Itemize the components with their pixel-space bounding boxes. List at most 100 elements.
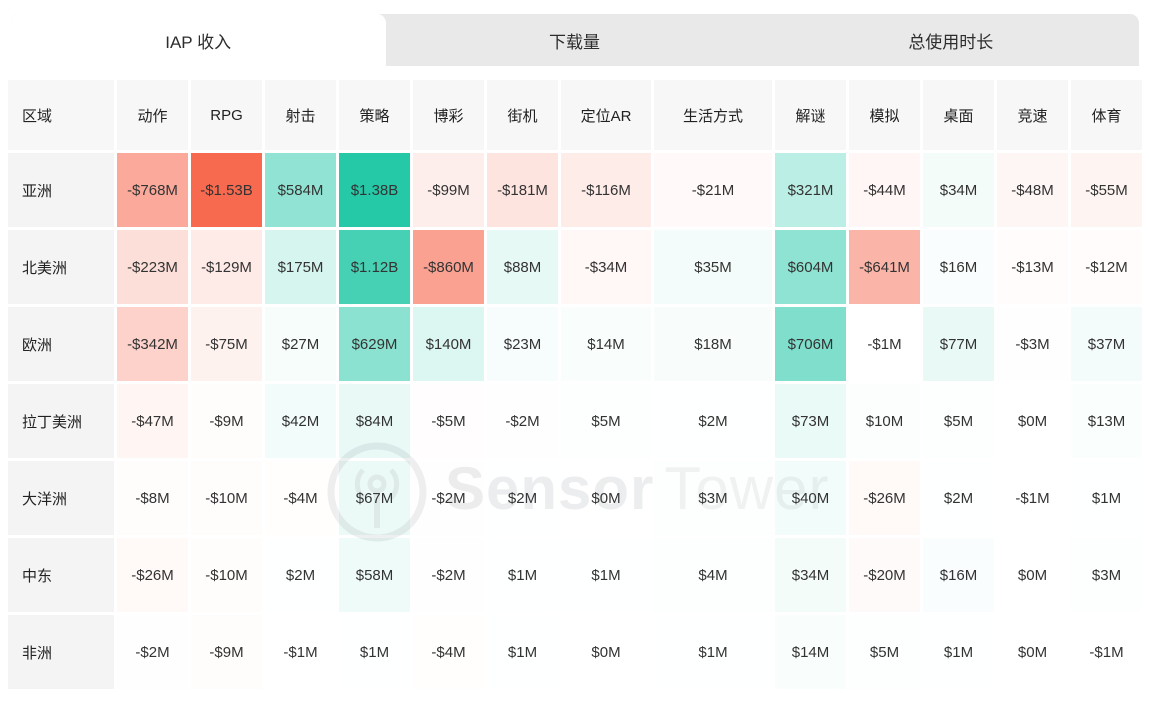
heatmap-cell: $42M (265, 384, 336, 458)
heatmap-cell: -$9M (191, 615, 262, 689)
heatmap-cell: -$26M (117, 538, 188, 612)
heatmap-cell: -$1M (1071, 615, 1142, 689)
heatmap-container: 区域 动作 RPG 射击 策略 博彩 街机 定位AR 生活方式 解谜 模拟 桌面 竞速 体育 亚洲 -$76… (5, 77, 1144, 692)
table-row: 中东 -$26M -$10M $2M $58M -$2M $1M $1M $4M $34M -$20… (8, 538, 1142, 612)
heatmap-cell: -$1M (265, 615, 336, 689)
heatmap-cell: -$47M (117, 384, 188, 458)
heatmap-cell: $88M (487, 230, 558, 304)
row-header-region: 中东 (8, 538, 114, 612)
heatmap-table: 区域 动作 RPG 射击 策略 博彩 街机 定位AR 生活方式 解谜 模拟 桌面 竞速 体育 亚洲 -$76… (5, 77, 1145, 692)
heatmap-cell: $77M (923, 307, 994, 381)
tab-bar: IAP 收入 下载量 总使用时长 (10, 14, 1139, 66)
heatmap-cell: $2M (265, 538, 336, 612)
column-header-region: 区域 (8, 80, 114, 150)
heatmap-cell: $175M (265, 230, 336, 304)
heatmap-cell: $1M (487, 615, 558, 689)
row-header-region: 亚洲 (8, 153, 114, 227)
heatmap-cell: -$4M (413, 615, 484, 689)
heatmap-cell: -$44M (849, 153, 920, 227)
column-header: 策略 (339, 80, 410, 150)
heatmap-cell: $1M (1071, 461, 1142, 535)
heatmap-cell: $16M (923, 538, 994, 612)
heatmap-cell: $27M (265, 307, 336, 381)
table-row: 大洋洲 -$8M -$10M -$4M $67M -$2M $2M $0M $3M $40M -$2… (8, 461, 1142, 535)
tab-downloads[interactable]: 下载量 (548, 32, 600, 52)
heatmap-cell: -$1M (849, 307, 920, 381)
heatmap-cell: -$342M (117, 307, 188, 381)
table-row: 欧洲 -$342M -$75M $27M $629M $140M $23M $14M $18M $… (8, 307, 1142, 381)
heatmap-header: 区域 动作 RPG 射击 策略 博彩 街机 定位AR 生活方式 解谜 模拟 桌面 竞速 体育 (8, 80, 1142, 150)
heatmap-cell: -$1M (997, 461, 1068, 535)
heatmap-cell: $5M (923, 384, 994, 458)
heatmap-cell: $35M (654, 230, 772, 304)
heatmap-cell: $34M (923, 153, 994, 227)
heatmap-cell: $1M (487, 538, 558, 612)
heatmap-cell: -$48M (997, 153, 1068, 227)
column-header: 体育 (1071, 80, 1142, 150)
heatmap-cell: -$4M (265, 461, 336, 535)
heatmap-cell: $18M (654, 307, 772, 381)
heatmap-cell: -$13M (997, 230, 1068, 304)
heatmap-cell: -$21M (654, 153, 772, 227)
heatmap-cell: $5M (849, 615, 920, 689)
row-header-region: 北美洲 (8, 230, 114, 304)
heatmap-cell: $5M (561, 384, 651, 458)
heatmap-cell: -$860M (413, 230, 484, 304)
heatmap-cell: $3M (1071, 538, 1142, 612)
column-header: 模拟 (849, 80, 920, 150)
heatmap-cell: $23M (487, 307, 558, 381)
heatmap-cell: $14M (561, 307, 651, 381)
heatmap-cell: $3M (654, 461, 772, 535)
heatmap-cell: $10M (849, 384, 920, 458)
heatmap-cell: -$1.53B (191, 153, 262, 227)
heatmap-cell: $4M (654, 538, 772, 612)
column-header: 射击 (265, 80, 336, 150)
heatmap-cell: -$20M (849, 538, 920, 612)
heatmap-cell: -$12M (1071, 230, 1142, 304)
heatmap-cell: -$99M (413, 153, 484, 227)
column-header: RPG (191, 80, 262, 150)
heatmap-cell: $604M (775, 230, 846, 304)
heatmap-cell: $584M (265, 153, 336, 227)
heatmap-cell: $629M (339, 307, 410, 381)
column-header: 街机 (487, 80, 558, 150)
heatmap-cell: $67M (339, 461, 410, 535)
heatmap-cell: -$5M (413, 384, 484, 458)
column-header: 定位AR (561, 80, 651, 150)
heatmap-cell: $0M (997, 384, 1068, 458)
heatmap-cell: -$2M (413, 538, 484, 612)
tab-iap-revenue[interactable]: IAP 收入 (10, 14, 387, 66)
heatmap-cell: $2M (923, 461, 994, 535)
heatmap-cell: $58M (339, 538, 410, 612)
heatmap-cell: $321M (775, 153, 846, 227)
column-header: 桌面 (923, 80, 994, 150)
table-row: 北美洲 -$223M -$129M $175M $1.12B -$860M $88M -$34… (8, 230, 1142, 304)
heatmap-cell: -$2M (413, 461, 484, 535)
table-row: 亚洲 -$768M -$1.53B $584M $1.38B -$99M -$181M -$1… (8, 153, 1142, 227)
heatmap-cell: -$10M (191, 538, 262, 612)
column-header: 动作 (117, 80, 188, 150)
column-header: 竞速 (997, 80, 1068, 150)
tab-total-usage[interactable]: 总使用时长 (908, 32, 994, 52)
row-header-region: 大洋洲 (8, 461, 114, 535)
heatmap-cell: -$8M (117, 461, 188, 535)
column-header: 解谜 (775, 80, 846, 150)
heatmap-cell: $34M (775, 538, 846, 612)
header-row: 区域 动作 RPG 射击 策略 博彩 街机 定位AR 生活方式 解谜 模拟 桌面 竞速 体育 (8, 80, 1142, 150)
heatmap-cell: $1M (561, 538, 651, 612)
heatmap-cell: -$181M (487, 153, 558, 227)
row-header-region: 拉丁美洲 (8, 384, 114, 458)
heatmap-cell: $1M (923, 615, 994, 689)
heatmap-cell: $73M (775, 384, 846, 458)
column-header: 生活方式 (654, 80, 772, 150)
heatmap-cell: $37M (1071, 307, 1142, 381)
heatmap-cell: $2M (654, 384, 772, 458)
table-row: 拉丁美洲 -$47M -$9M $42M $84M -$5M -$2M $5M $2M $73M $… (8, 384, 1142, 458)
heatmap-cell: $706M (775, 307, 846, 381)
heatmap-cell: -$2M (117, 615, 188, 689)
heatmap-cell: -$3M (997, 307, 1068, 381)
heatmap-cell: $0M (997, 538, 1068, 612)
heatmap-cell: -$223M (117, 230, 188, 304)
heatmap-cell: $14M (775, 615, 846, 689)
heatmap-cell: $13M (1071, 384, 1142, 458)
